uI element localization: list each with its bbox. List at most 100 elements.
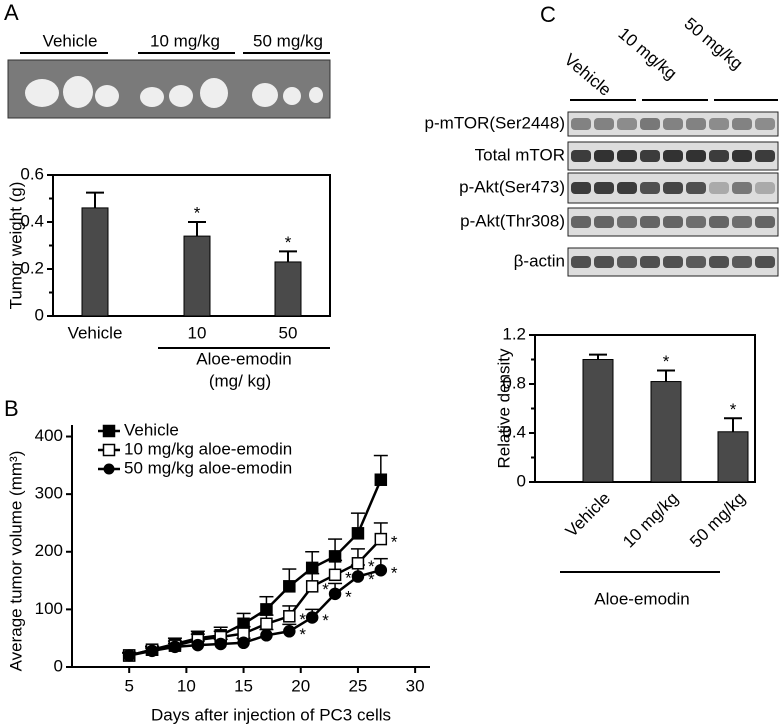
line-chart: 0 100 200 300 400 5 10 15 20 25 30 Days after injec… <box>6 420 430 724</box>
y-tick-label: 0 <box>35 305 44 324</box>
blot-band <box>663 216 683 228</box>
significance-mark: * <box>730 400 737 419</box>
panel-label: B <box>4 396 19 421</box>
panel-label: A <box>4 0 19 25</box>
marker <box>122 649 136 662</box>
significance-mark: * <box>368 570 375 589</box>
group-label: Aloe-emodin <box>594 589 689 608</box>
marker <box>305 561 319 575</box>
marker <box>237 636 250 650</box>
blot-band <box>709 150 729 162</box>
marker <box>260 617 273 631</box>
blot-band <box>617 182 637 194</box>
marker <box>374 532 388 546</box>
y-tick-label: 0.8 <box>502 373 526 392</box>
marker <box>374 563 388 577</box>
marker <box>283 610 296 623</box>
blot-band <box>755 216 775 228</box>
significance-mark: * <box>391 564 398 583</box>
blot-band <box>617 150 637 162</box>
x-tick-label: 20 <box>291 676 310 695</box>
blot-band <box>732 216 752 228</box>
marker <box>351 527 365 540</box>
y-tick-label: 100 <box>35 599 63 618</box>
marker <box>374 473 388 486</box>
marker <box>191 638 205 652</box>
blot-band <box>732 256 752 268</box>
blot-band <box>709 118 729 130</box>
marker <box>260 603 273 616</box>
x-tick-label: 25 <box>348 676 367 695</box>
significance-mark: * <box>194 203 201 222</box>
blot-band <box>640 118 660 130</box>
significance-mark: * <box>285 233 292 252</box>
marker <box>305 611 319 624</box>
bar <box>582 359 614 483</box>
y-tick-label: 0.6 <box>20 164 44 183</box>
unit-label: (mg/ kg) <box>209 371 271 390</box>
marker <box>351 557 365 570</box>
bar <box>650 381 682 483</box>
blot-band <box>755 150 775 162</box>
group-label: Aloe-emodin <box>196 349 291 368</box>
bar <box>717 431 749 483</box>
marker <box>351 570 365 583</box>
blot-band <box>686 118 706 130</box>
significance-mark: * <box>322 611 329 630</box>
legend-marker <box>102 443 116 457</box>
marker <box>328 587 342 601</box>
panel-label: C <box>540 2 556 27</box>
y-tick-label: 400 <box>35 426 63 445</box>
blot-band <box>617 256 637 268</box>
marker <box>214 637 227 651</box>
blot-band <box>617 216 637 228</box>
legend-symbol <box>102 443 116 457</box>
x-tick-label: 10 mg/kg <box>619 489 682 552</box>
blot-band <box>663 118 683 130</box>
marker <box>328 550 342 563</box>
x-tick-label: 10 <box>188 323 207 342</box>
significance-mark: * <box>299 625 306 644</box>
x-tick-label: 10 <box>177 676 196 695</box>
significance-mark: * <box>299 610 306 629</box>
significance-mark: * <box>368 557 375 576</box>
blot-row-label: β-actin <box>514 251 565 270</box>
bar-chart: 0 0.4 0.8 1.2 Relative density Vehicle * 10 mg/… <box>494 324 756 608</box>
x-axis-label: Days after injection of PC3 cells <box>151 705 391 724</box>
lane-group-label: Vehicle <box>561 50 615 100</box>
y-tick-label: 0.2 <box>20 258 44 277</box>
significance-mark: * <box>345 568 352 587</box>
significance-mark: * <box>663 352 670 371</box>
marker <box>328 568 342 582</box>
blot-row-label: Total mTOR <box>475 145 565 164</box>
blot-band <box>571 182 591 194</box>
blot-band <box>663 182 683 194</box>
legend-label: Vehicle <box>124 420 179 439</box>
y-axis-label: Tumor weight (g) <box>6 182 25 310</box>
blot-labels: p-mTOR(Ser2448) Total mTOR p-Akt(Ser473) p-… <box>425 113 565 270</box>
bar <box>183 235 211 317</box>
significance-mark: * <box>322 580 329 599</box>
y-axis-label: Relative density <box>494 348 513 469</box>
blot-band <box>663 150 683 162</box>
photo-group-label: Vehicle <box>43 31 98 50</box>
blot-band <box>594 256 614 268</box>
y-tick-label: 0.4 <box>20 211 44 230</box>
photo-group-label: 10 mg/kg <box>150 31 220 50</box>
bar <box>274 261 302 317</box>
blot-band <box>571 216 591 228</box>
blot-row-label: p-Akt(Ser473) <box>459 177 565 196</box>
marker <box>145 644 159 658</box>
marker <box>168 640 182 654</box>
blot-band <box>640 216 660 228</box>
blot-band <box>686 256 706 268</box>
blot-row-label: p-mTOR(Ser2448) <box>425 113 565 132</box>
marker <box>283 625 296 638</box>
tumor-photo <box>7 59 331 119</box>
y-tick-label: 200 <box>35 541 63 560</box>
lane-group-label: 50 mg/kg <box>681 14 747 74</box>
x-tick-label: 50 mg/kg <box>686 489 749 552</box>
significance-mark: * <box>391 533 398 552</box>
